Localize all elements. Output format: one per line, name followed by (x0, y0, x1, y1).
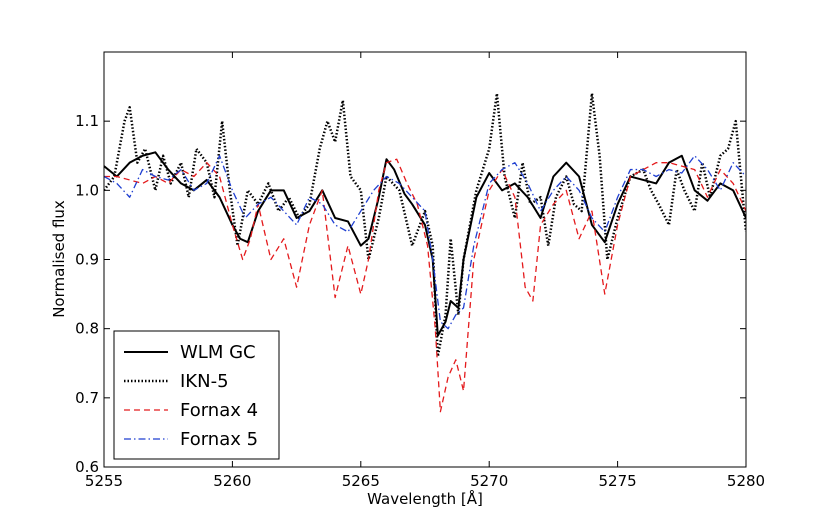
y-tick-label: 0.7 (75, 389, 99, 407)
x-tick-label: 5270 (470, 472, 508, 490)
x-tick-label: 5265 (342, 472, 380, 490)
y-tick-label: 0.9 (75, 251, 99, 269)
series-line-fornax-4 (104, 158, 746, 413)
series-line-fornax-5 (104, 155, 746, 330)
legend-label-ikn-5: IKN-5 (180, 371, 229, 392)
y-tick-label: 1.1 (75, 112, 99, 130)
legend-label-fornax-4: Fornax 4 (180, 400, 258, 421)
series-layer (104, 92, 746, 413)
y-tick-label: 1.0 (75, 181, 99, 199)
y-tick-label: 0.6 (75, 458, 99, 476)
series-line-wlm-gc (104, 151, 746, 337)
legend: WLM GC IKN-5 Fornax 4 Fornax 5 (113, 330, 280, 460)
ticks-layer: 5255 5260 5265 5270 5275 5280 0.6 0.7 0.8 0.9 1.0 1… (75, 52, 765, 490)
x-tick-label: 5255 (85, 472, 123, 490)
x-tick-label: 5280 (727, 472, 765, 490)
x-tick-label: 5260 (213, 472, 251, 490)
x-axis-label: Wavelength [Å] (367, 489, 483, 508)
x-tick-label: 5275 (599, 472, 637, 490)
legend-label-fornax-5: Fornax 5 (180, 429, 258, 450)
y-tick-label: 0.8 (75, 320, 99, 338)
y-axis-label: Normalised flux (50, 200, 68, 318)
legend-label-wlm-gc: WLM GC (180, 342, 256, 363)
